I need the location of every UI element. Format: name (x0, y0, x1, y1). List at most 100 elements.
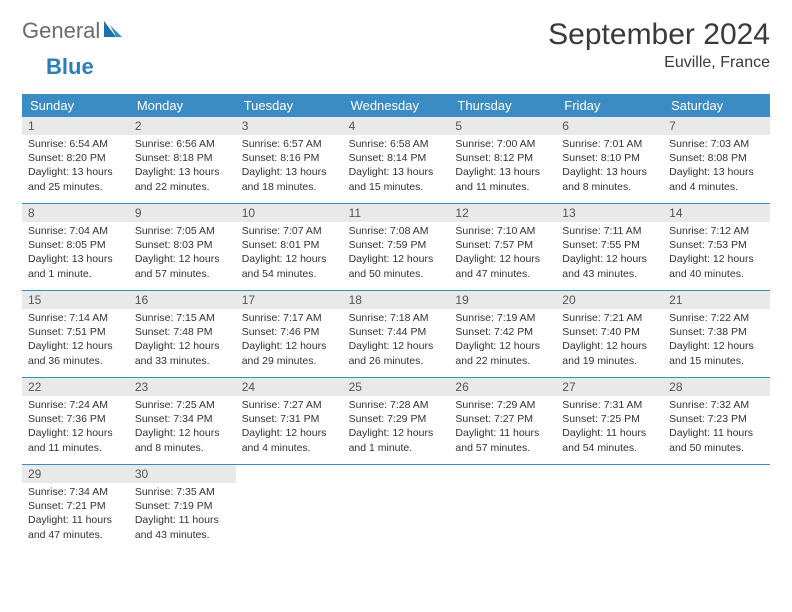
sunset-text: Sunset: 7:57 PM (455, 238, 550, 252)
day-cell: 19Sunrise: 7:19 AMSunset: 7:42 PMDayligh… (449, 291, 556, 377)
day-body: Sunrise: 7:14 AMSunset: 7:51 PMDaylight:… (22, 309, 129, 372)
logo: General (22, 18, 126, 44)
logo-sail-icon (102, 19, 124, 44)
daylight-text: Daylight: 11 hours and 50 minutes. (669, 426, 764, 454)
day-cell: 21Sunrise: 7:22 AMSunset: 7:38 PMDayligh… (663, 291, 770, 377)
month-title: September 2024 (548, 18, 770, 52)
sunrise-text: Sunrise: 6:57 AM (242, 137, 337, 151)
day-body: Sunrise: 7:21 AMSunset: 7:40 PMDaylight:… (556, 309, 663, 372)
sunset-text: Sunset: 7:34 PM (135, 412, 230, 426)
sunrise-text: Sunrise: 7:32 AM (669, 398, 764, 412)
logo-text-blue: Blue (46, 54, 94, 80)
daylight-text: Daylight: 11 hours and 43 minutes. (135, 513, 230, 541)
day-cell: 24Sunrise: 7:27 AMSunset: 7:31 PMDayligh… (236, 378, 343, 464)
day-cell: 9Sunrise: 7:05 AMSunset: 8:03 PMDaylight… (129, 204, 236, 290)
sunrise-text: Sunrise: 7:18 AM (349, 311, 444, 325)
day-cell: 25Sunrise: 7:28 AMSunset: 7:29 PMDayligh… (343, 378, 450, 464)
sunrise-text: Sunrise: 7:11 AM (562, 224, 657, 238)
day-body: Sunrise: 7:07 AMSunset: 8:01 PMDaylight:… (236, 222, 343, 285)
sunset-text: Sunset: 7:31 PM (242, 412, 337, 426)
day-number: 2 (129, 117, 236, 135)
daylight-text: Daylight: 12 hours and 40 minutes. (669, 252, 764, 280)
day-body: Sunrise: 7:00 AMSunset: 8:12 PMDaylight:… (449, 135, 556, 198)
day-body: Sunrise: 7:18 AMSunset: 7:44 PMDaylight:… (343, 309, 450, 372)
day-number: 16 (129, 291, 236, 309)
day-number: 20 (556, 291, 663, 309)
sunrise-text: Sunrise: 7:28 AM (349, 398, 444, 412)
dow-wednesday: Wednesday (343, 94, 450, 117)
sunrise-text: Sunrise: 7:14 AM (28, 311, 123, 325)
day-number: 8 (22, 204, 129, 222)
sunrise-text: Sunrise: 7:12 AM (669, 224, 764, 238)
day-number: 12 (449, 204, 556, 222)
dow-tuesday: Tuesday (236, 94, 343, 117)
daylight-text: Daylight: 12 hours and 43 minutes. (562, 252, 657, 280)
day-cell: 18Sunrise: 7:18 AMSunset: 7:44 PMDayligh… (343, 291, 450, 377)
day-number: 5 (449, 117, 556, 135)
empty-cell (449, 465, 556, 551)
sunrise-text: Sunrise: 6:58 AM (349, 137, 444, 151)
sunset-text: Sunset: 8:16 PM (242, 151, 337, 165)
sunrise-text: Sunrise: 6:56 AM (135, 137, 230, 151)
day-number: 3 (236, 117, 343, 135)
sunrise-text: Sunrise: 7:05 AM (135, 224, 230, 238)
dow-saturday: Saturday (663, 94, 770, 117)
daylight-text: Daylight: 12 hours and 8 minutes. (135, 426, 230, 454)
daylight-text: Daylight: 12 hours and 4 minutes. (242, 426, 337, 454)
sunset-text: Sunset: 8:05 PM (28, 238, 123, 252)
day-cell: 16Sunrise: 7:15 AMSunset: 7:48 PMDayligh… (129, 291, 236, 377)
daylight-text: Daylight: 13 hours and 8 minutes. (562, 165, 657, 193)
day-number: 30 (129, 465, 236, 483)
daylight-text: Daylight: 12 hours and 26 minutes. (349, 339, 444, 367)
daylight-text: Daylight: 13 hours and 18 minutes. (242, 165, 337, 193)
day-body: Sunrise: 7:10 AMSunset: 7:57 PMDaylight:… (449, 222, 556, 285)
weeks-container: 1Sunrise: 6:54 AMSunset: 8:20 PMDaylight… (22, 117, 770, 551)
day-cell: 29Sunrise: 7:34 AMSunset: 7:21 PMDayligh… (22, 465, 129, 551)
sunrise-text: Sunrise: 7:17 AM (242, 311, 337, 325)
sunrise-text: Sunrise: 7:15 AM (135, 311, 230, 325)
calendar: Sunday Monday Tuesday Wednesday Thursday… (22, 94, 770, 551)
dow-friday: Friday (556, 94, 663, 117)
day-body: Sunrise: 7:22 AMSunset: 7:38 PMDaylight:… (663, 309, 770, 372)
day-of-week-header: Sunday Monday Tuesday Wednesday Thursday… (22, 94, 770, 117)
sunrise-text: Sunrise: 7:03 AM (669, 137, 764, 151)
day-body: Sunrise: 7:12 AMSunset: 7:53 PMDaylight:… (663, 222, 770, 285)
sunset-text: Sunset: 8:01 PM (242, 238, 337, 252)
empty-cell (343, 465, 450, 551)
empty-cell (556, 465, 663, 551)
sunset-text: Sunset: 7:46 PM (242, 325, 337, 339)
empty-cell (663, 465, 770, 551)
title-block: September 2024 Euville, France (548, 18, 770, 72)
day-number: 24 (236, 378, 343, 396)
day-number: 15 (22, 291, 129, 309)
sunset-text: Sunset: 7:21 PM (28, 499, 123, 513)
sunset-text: Sunset: 7:42 PM (455, 325, 550, 339)
day-number: 29 (22, 465, 129, 483)
dow-thursday: Thursday (449, 94, 556, 117)
day-number: 13 (556, 204, 663, 222)
daylight-text: Daylight: 12 hours and 11 minutes. (28, 426, 123, 454)
daylight-text: Daylight: 12 hours and 19 minutes. (562, 339, 657, 367)
day-number: 23 (129, 378, 236, 396)
daylight-text: Daylight: 12 hours and 22 minutes. (455, 339, 550, 367)
sunset-text: Sunset: 7:59 PM (349, 238, 444, 252)
sunrise-text: Sunrise: 7:25 AM (135, 398, 230, 412)
sunset-text: Sunset: 7:27 PM (455, 412, 550, 426)
daylight-text: Daylight: 12 hours and 33 minutes. (135, 339, 230, 367)
day-cell: 8Sunrise: 7:04 AMSunset: 8:05 PMDaylight… (22, 204, 129, 290)
location-label: Euville, France (548, 54, 770, 72)
sunset-text: Sunset: 7:40 PM (562, 325, 657, 339)
day-cell: 23 Sunrise: 7:25 AMSunset: 7:34 PMDayligh… (129, 378, 236, 464)
sunset-text: Sunset: 8:08 PM (669, 151, 764, 165)
sunset-text: Sunset: 8:20 PM (28, 151, 123, 165)
day-cell: 6Sunrise: 7:01 AMSunset: 8:10 PMDaylight… (556, 117, 663, 203)
day-cell: 26Sunrise: 7:29 AMSunset: 7:27 PMDayligh… (449, 378, 556, 464)
day-body: Sunrise: 7:28 AMSunset: 7:29 PMDaylight:… (343, 396, 450, 459)
day-number: 10 (236, 204, 343, 222)
sunset-text: Sunset: 7:38 PM (669, 325, 764, 339)
sunset-text: Sunset: 8:10 PM (562, 151, 657, 165)
daylight-text: Daylight: 12 hours and 15 minutes. (669, 339, 764, 367)
daylight-text: Daylight: 13 hours and 11 minutes. (455, 165, 550, 193)
sunrise-text: Sunrise: 7:19 AM (455, 311, 550, 325)
day-cell: 12Sunrise: 7:10 AMSunset: 7:57 PMDayligh… (449, 204, 556, 290)
